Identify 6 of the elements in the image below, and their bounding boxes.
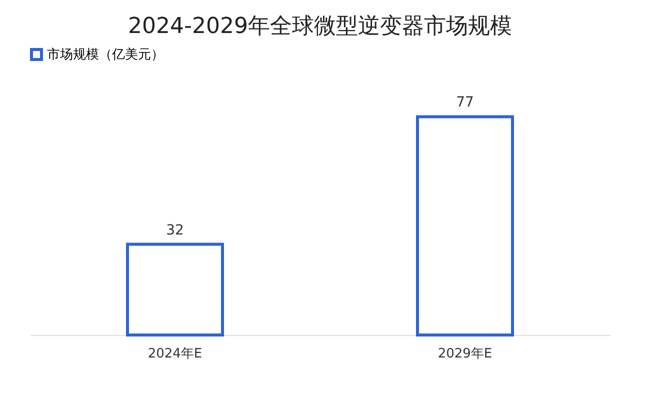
legend-label: 市场规模（亿美元）	[47, 46, 164, 62]
data-label: 77	[456, 94, 474, 111]
x-tick-label: 2029年E	[438, 346, 492, 362]
chart-title: 2024-2029年全球微型逆变器市场规模	[128, 14, 512, 39]
x-tick-label: 2024年E	[148, 346, 202, 362]
data-label: 32	[166, 222, 184, 238]
